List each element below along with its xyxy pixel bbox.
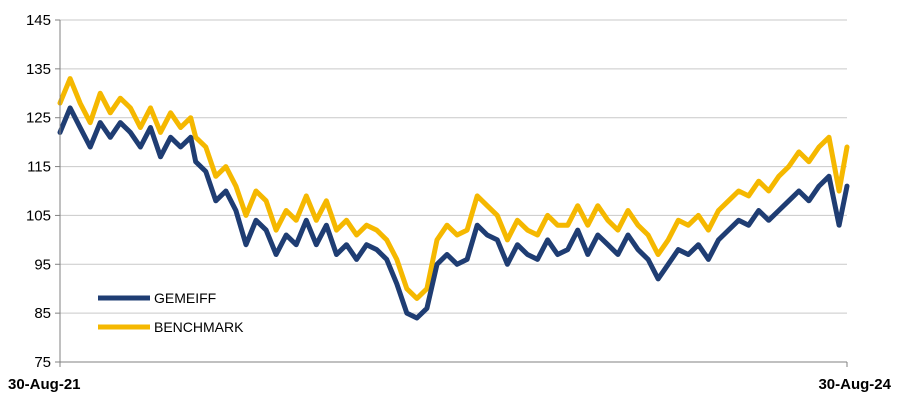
y-axis-tick-labels: 75 85 95 105 115 125 135 145: [26, 12, 60, 371]
series-lines: [57, 76, 850, 321]
legend-label-gemeiff: GEMEIFF: [154, 290, 216, 306]
gridlines: [60, 19, 847, 314]
y-tick-label-115: 115: [27, 159, 51, 176]
y-tick-label-125: 125: [26, 110, 51, 127]
y-tick-label-145: 145: [26, 12, 51, 29]
y-tick-label-135: 135: [26, 61, 51, 78]
y-tick-label-95: 95: [34, 256, 51, 273]
y-tick-label-85: 85: [34, 305, 51, 322]
x-tick-label-start: 30-Aug-21: [8, 376, 81, 393]
y-tick-label-75: 75: [34, 354, 51, 371]
series-line-gemeiff: [57, 105, 850, 321]
legend-label-benchmark: BENCHMARK: [154, 319, 244, 335]
x-tick-label-end: 30-Aug-24: [818, 376, 891, 393]
legend: GEMEIFF BENCHMARK: [98, 290, 244, 335]
y-tick-label-105: 105: [26, 207, 51, 224]
x-axis-tick-marks: [59, 362, 848, 367]
series-line-benchmark: [57, 76, 850, 301]
